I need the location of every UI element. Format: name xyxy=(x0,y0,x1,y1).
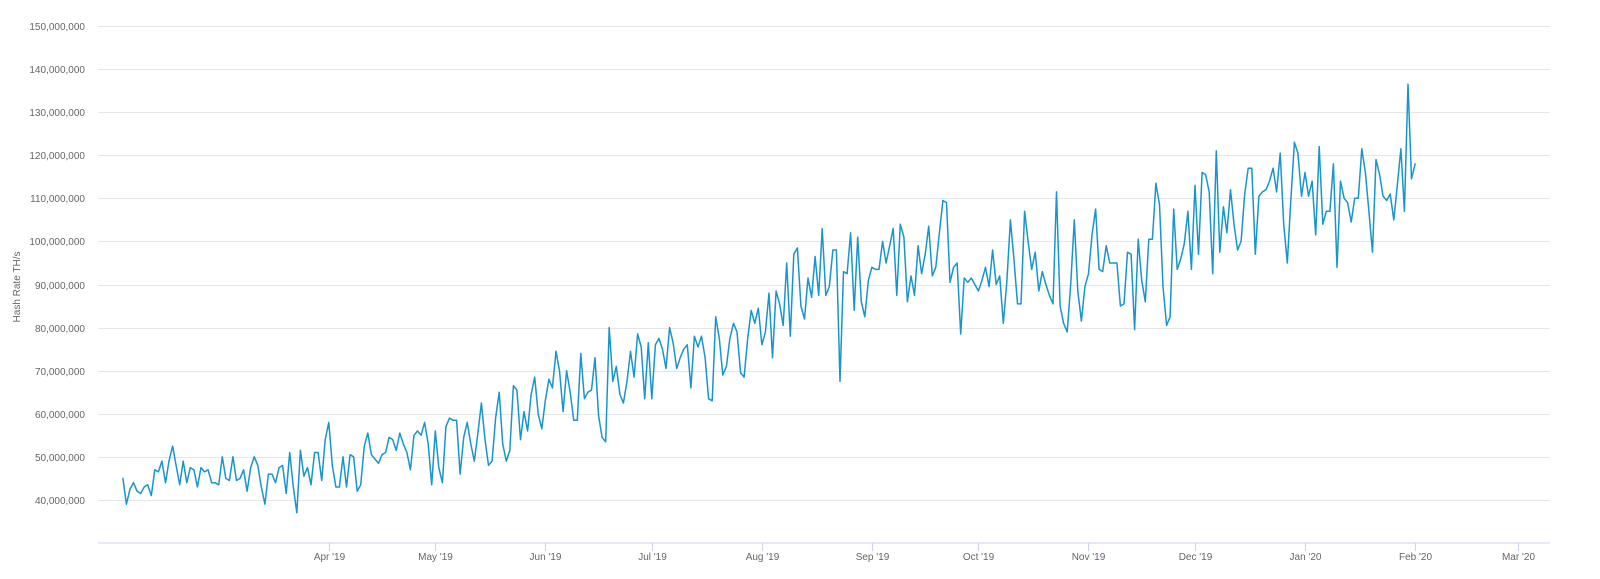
x-axis-tick-labels: Apr '19 May '19 Jun '19 Jul '19 Aug '19 Sep '… xyxy=(314,552,1536,563)
x-tick-label: Jun '19 xyxy=(530,552,562,563)
y-axis-title: Hash Rate TH/s xyxy=(12,252,23,323)
x-tick-label: Dec '19 xyxy=(1179,552,1213,563)
y-axis-tick-labels: 40,000,000 50,000,000 60,000,000 70,000,000… xyxy=(29,22,85,507)
x-axis-ticks xyxy=(329,543,1519,551)
x-tick-label: Sep '19 xyxy=(856,552,890,563)
y-tick-label: 120,000,000 xyxy=(29,151,85,162)
x-tick-label: Mar '20 xyxy=(1502,552,1535,563)
y-tick-label: 80,000,000 xyxy=(35,324,85,335)
x-tick-label: Apr '19 xyxy=(314,552,346,563)
series-line[interactable] xyxy=(122,83,1416,514)
x-tick-label: Oct '19 xyxy=(963,552,995,563)
y-tick-label: 110,000,000 xyxy=(30,194,85,205)
y-tick-label: 140,000,000 xyxy=(29,65,85,76)
x-tick-label: Aug '19 xyxy=(746,552,780,563)
y-tick-label: 100,000,000 xyxy=(29,237,85,248)
x-tick-label: May '19 xyxy=(418,552,453,563)
y-tick-label: 90,000,000 xyxy=(35,281,85,292)
x-tick-label: Jul '19 xyxy=(638,552,667,563)
y-tick-label: 70,000,000 xyxy=(35,367,85,378)
y-tick-label: 150,000,000 xyxy=(29,22,85,33)
y-tick-label: 50,000,000 xyxy=(35,453,85,464)
series-group xyxy=(122,83,1416,514)
x-tick-label: Jan '20 xyxy=(1290,552,1322,563)
y-tick-label: 40,000,000 xyxy=(35,496,85,507)
y-tick-label: 130,000,000 xyxy=(29,108,85,119)
y-gridlines xyxy=(98,26,1550,501)
x-tick-label: Nov '19 xyxy=(1072,552,1106,563)
y-tick-label: 60,000,000 xyxy=(35,410,85,421)
x-tick-label: Feb '20 xyxy=(1399,552,1432,563)
